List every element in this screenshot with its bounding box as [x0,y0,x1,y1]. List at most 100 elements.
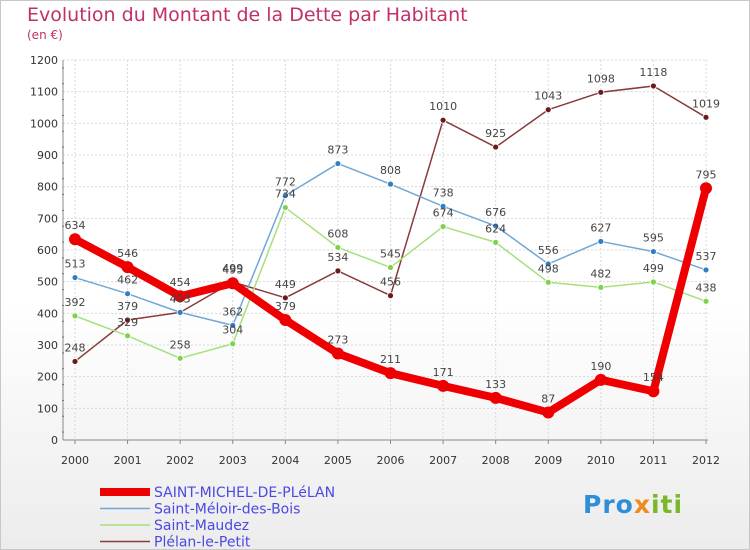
data-point-saint-michel-de-plelan [700,182,712,195]
data-label-saint-meloir-des-bois: 627 [590,221,611,234]
y-tick-label: 800 [37,181,58,194]
data-point-plelan-le-petit [439,116,447,124]
x-tick-label: 2001 [114,454,142,467]
data-point-saint-meloir-des-bois [702,266,710,274]
data-label-plelan-le-petit: 403 [170,292,191,305]
data-label-saint-meloir-des-bois: 462 [117,274,138,287]
data-label-plelan-le-petit: 1019 [692,97,720,110]
data-point-saint-michel-de-plelan [437,379,450,392]
data-point-saint-michel-de-plelan [542,406,555,419]
data-point-saint-maudez [650,278,657,286]
chart-title: Evolution du Montant de la Dette par Hab… [27,4,468,26]
data-label-saint-michel-de-plelan: 379 [275,300,296,313]
x-tick-label: 2000 [61,454,89,467]
data-label-saint-michel-de-plelan: 211 [380,353,401,366]
y-tick-label: 1100 [30,86,58,99]
proxiti-logo: Proxiti [583,490,684,519]
data-point-saint-meloir-des-bois [281,192,289,199]
data-point-saint-michel-de-plelan [226,277,239,290]
data-label-saint-michel-de-plelan: 154 [643,371,664,384]
data-label-plelan-le-petit: 499 [222,262,243,275]
x-tick-label: 2005 [324,454,352,467]
data-label-saint-maudez: 674 [433,207,454,220]
x-tick-label: 2012 [692,454,720,467]
x-tick-label: 2004 [271,454,299,467]
data-point-saint-meloir-des-bois [229,321,237,329]
data-label-plelan-le-petit: 925 [485,127,506,140]
x-tick-label: 2003 [219,454,247,467]
data-label-plelan-le-petit: 449 [275,278,296,291]
y-tick-label: 300 [37,339,58,352]
data-point-saint-meloir-des-bois [387,180,394,188]
data-point-saint-meloir-des-bois [597,238,605,245]
x-tick-label: 2009 [534,454,562,467]
data-point-saint-michel-de-plelan [121,261,134,274]
data-label-saint-maudez: 304 [222,324,243,337]
data-point-plelan-le-petit [71,358,79,365]
legend-label: Saint-Méloir-des-Bois [154,502,300,518]
x-tick-label: 2008 [482,454,510,467]
data-point-saint-maudez [544,278,552,286]
y-tick-label: 1000 [30,117,58,130]
data-point-saint-meloir-des-bois [492,222,500,230]
x-tick-label: 2007 [429,454,457,467]
y-tick-label: 400 [37,307,58,320]
axes: 0 100 200 300 400 500 600 700 800 900 1000 1100 1200… [30,54,720,467]
data-label-plelan-le-petit: 534 [327,251,348,264]
data-point-saint-meloir-des-bois [334,160,342,167]
data-label-saint-michel-de-plelan: 190 [590,360,611,373]
data-label-saint-maudez: 438 [696,281,717,294]
data-point-saint-michel-de-plelan [174,290,187,303]
data-label-saint-meloir-des-bois: 537 [696,250,717,263]
data-label-saint-michel-de-plelan: 495 [222,263,243,276]
data-label-saint-meloir-des-bois: 676 [485,206,506,219]
x-tick-label: 2006 [377,454,405,467]
data-label-saint-maudez: 258 [170,338,191,351]
legend-label: Plélan-le-Petit [154,535,251,550]
data-label-saint-maudez: 624 [485,222,506,235]
data-label-saint-meloir-des-bois: 873 [327,144,348,157]
data-label-saint-michel-de-plelan: 273 [327,334,348,347]
y-tick-label: 0 [51,434,58,447]
y-tick-label: 500 [37,276,58,289]
data-point-saint-meloir-des-bois [176,308,184,316]
y-tick-label: 900 [37,149,58,162]
y-tick-label: 700 [37,212,58,225]
data-label-saint-meloir-des-bois: 362 [222,305,243,318]
data-point-saint-maudez [702,297,710,305]
legend: SAINT-MICHEL-DE-PLéLANSaint-Méloir-des-B… [100,485,335,550]
data-point-saint-michel-de-plelan [279,313,292,326]
data-point-saint-maudez [334,244,342,251]
chart-subtitle: (en €) [27,28,63,42]
data-point-plelan-le-petit [124,316,131,324]
x-tick-label: 2011 [639,454,667,467]
legend-label: Saint-Maudez [154,518,249,534]
data-label-saint-michel-de-plelan: 634 [65,219,86,232]
data-point-saint-maudez [492,238,500,246]
data-point-saint-maudez [71,312,79,320]
data-label-saint-maudez: 545 [380,247,401,260]
data-point-saint-meloir-des-bois [124,290,131,298]
data-label-saint-meloir-des-bois: 403 [170,292,191,305]
data-point-saint-maudez [229,340,237,348]
data-point-plelan-le-petit [702,113,710,121]
series-lines [69,82,712,419]
data-label-saint-meloir-des-bois: 513 [65,258,86,271]
data-point-plelan-le-petit [334,267,342,275]
data-point-saint-maudez [387,264,394,271]
data-point-plelan-le-petit [597,88,605,96]
data-label-saint-maudez: 499 [643,262,664,275]
data-point-saint-michel-de-plelan [489,391,502,404]
data-label-plelan-le-petit: 1010 [429,100,457,113]
value-labels: 248 379 403 499 449 534 456 1010 925 1043 1098 1118… [65,66,721,405]
data-label-saint-michel-de-plelan: 133 [485,378,506,391]
data-label-plelan-le-petit: 379 [117,300,138,313]
data-label-saint-michel-de-plelan: 87 [541,392,555,405]
data-point-saint-meloir-des-bois [650,248,657,255]
data-label-saint-meloir-des-bois: 772 [275,176,296,189]
data-point-plelan-le-petit [387,292,394,300]
data-label-saint-maudez: 498 [538,262,559,275]
data-label-plelan-le-petit: 1098 [587,72,615,85]
data-label-saint-meloir-des-bois: 595 [643,232,664,245]
x-tick-label: 2010 [587,454,615,467]
